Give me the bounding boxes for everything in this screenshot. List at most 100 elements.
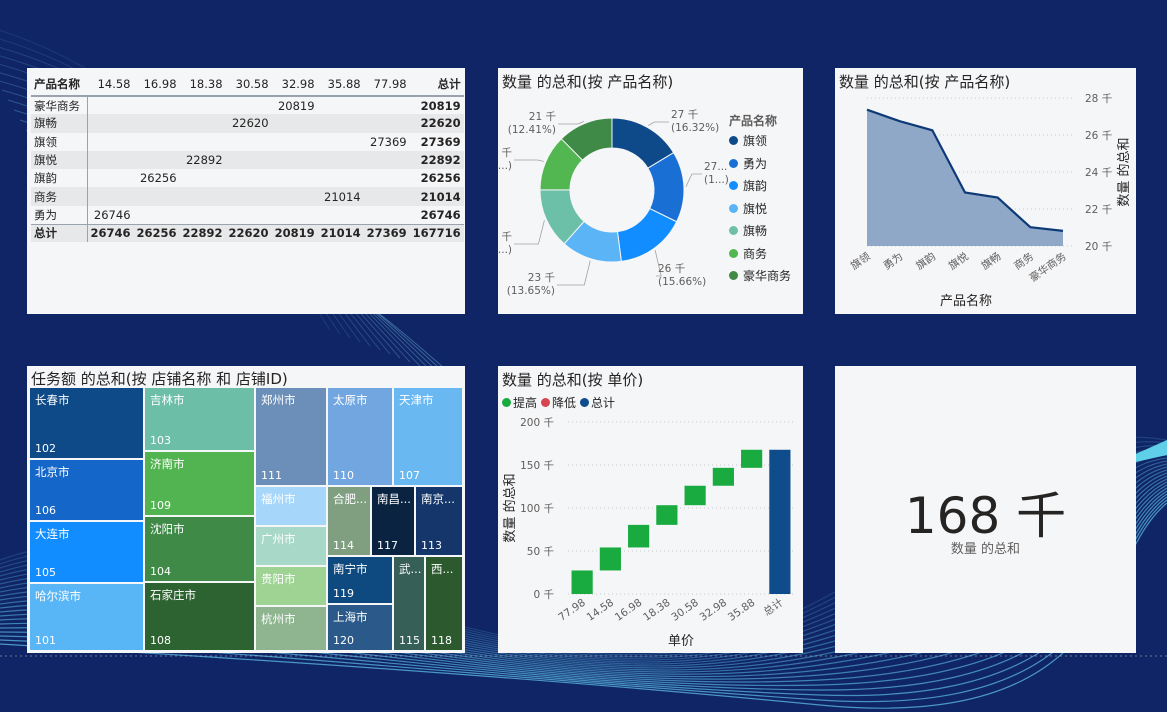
legend-label: 降低: [552, 396, 577, 410]
donut-legend-item[interactable]: 旗悦: [729, 200, 767, 217]
waterfall-legend-item[interactable]: 提高: [502, 396, 537, 410]
waterfall-chart-title: 数量 的总和(按 单价): [502, 371, 644, 389]
treemap-cell[interactable]: 天津市 107: [393, 387, 463, 486]
matrix-cell: 26746: [93, 207, 131, 222]
x-tick-label: 18.38: [641, 597, 673, 624]
matrix-row-header[interactable]: 商务: [31, 187, 88, 206]
matrix-cell: [180, 206, 226, 224]
treemap-cell[interactable]: 长春市 102: [29, 387, 144, 459]
treemap-cell-name: 吉林市: [150, 393, 185, 407]
x-tick-label: 商务: [1011, 250, 1036, 273]
donut-chart-card: 数量 的总和(按 产品名称) 27 千 (16.32%) 27... (1...) 26…: [498, 68, 803, 314]
matrix-col-header[interactable]: 32.98: [271, 72, 318, 97]
x-tick-label: 旗领: [848, 250, 873, 273]
treemap-cell[interactable]: 济南市 109: [144, 451, 255, 516]
matrix-row-header[interactable]: 旗领: [31, 132, 88, 151]
matrix-cell: [87, 187, 134, 206]
donut-leader-line: [648, 121, 669, 126]
waterfall-legend-item[interactable]: 降低: [541, 396, 576, 410]
treemap-cell-name: 福州市: [261, 492, 296, 506]
treemap-cell[interactable]: 武... 115: [393, 556, 425, 651]
treemap-cell-name: 长春市: [35, 393, 70, 407]
treemap-cell-name: 西...: [431, 562, 454, 576]
matrix-row-header[interactable]: 旗畅: [31, 114, 88, 133]
donut-legend-item[interactable]: 旗领: [729, 132, 767, 149]
donut-leader-line: [514, 220, 545, 245]
matrix-row-header[interactable]: 旗悦: [31, 150, 88, 170]
treemap-cell[interactable]: 南昌... 117: [371, 486, 415, 556]
matrix-col-header[interactable]: 30.58: [225, 72, 272, 97]
donut-label: 27...: [704, 161, 727, 173]
y-tick-label: 200 千: [520, 417, 554, 429]
treemap-cell[interactable]: 太原市 110: [327, 387, 393, 486]
matrix-col-header[interactable]: 77.98: [363, 72, 410, 97]
treemap-title: 任务额 的总和(按 店铺名称 和 店铺ID): [31, 370, 288, 388]
legend-dot-icon: [729, 226, 738, 235]
waterfall-chart-card: 数量 的总和(按 单价) 提高 降低 总计 0 千 50 千 100 千 150 千 200…: [498, 366, 803, 653]
treemap-cell[interactable]: 南宁市 119: [327, 556, 393, 604]
matrix-row-total: 20819: [420, 98, 461, 113]
treemap-cell[interactable]: 吉林市 103: [144, 387, 255, 451]
treemap-cell[interactable]: 广州市: [255, 526, 327, 566]
x-tick-label: 35.88: [726, 597, 758, 624]
x-tick-label: 豪华商务: [1027, 250, 1069, 285]
donut-legend-item[interactable]: 旗韵: [729, 177, 767, 194]
matrix-cell: [180, 133, 226, 151]
legend-dot-icon: [541, 398, 551, 407]
matrix-col-header[interactable]: 35.88: [317, 72, 364, 97]
matrix-row: 豪华商务 20819 20819: [31, 96, 464, 115]
treemap-cell-name: 贵阳市: [261, 572, 296, 586]
matrix-row-header[interactable]: 豪华商务: [31, 96, 88, 115]
treemap-cell[interactable]: 福州市: [255, 486, 327, 526]
matrix-row-header[interactable]: 勇为: [31, 205, 88, 225]
matrix-cell: [133, 187, 180, 206]
matrix-cell: 27369: [363, 223, 410, 243]
area-line: [866, 108, 1064, 232]
donut-label-pct: (13.65%): [507, 285, 555, 297]
waterfall-legend-item[interactable]: 总计: [580, 396, 615, 410]
treemap-cell-name: 杭州市: [261, 612, 296, 626]
matrix-total-header[interactable]: 总计: [409, 72, 464, 97]
matrix-cell: [225, 150, 272, 170]
treemap-cell[interactable]: 合肥... 114: [327, 486, 371, 556]
x-tick-label: 77.98: [556, 597, 588, 624]
matrix-row-header[interactable]: 总计: [31, 223, 88, 243]
treemap-cell-value: 104: [150, 565, 171, 578]
treemap-cell[interactable]: 郑州市 111: [255, 387, 327, 486]
treemap-cell-name: 大连市: [35, 527, 70, 541]
treemap-cell[interactable]: 贵阳市: [255, 566, 327, 606]
area-fill: [867, 109, 1063, 247]
legend-label: 总计: [591, 396, 616, 410]
donut-legend-item[interactable]: 豪华商务: [729, 267, 791, 284]
matrix-cell: 22620: [225, 114, 272, 133]
matrix-col-header[interactable]: 18.38: [179, 72, 226, 97]
matrix-row-header[interactable]: 旗韵: [31, 169, 88, 188]
donut-legend-item[interactable]: 商务: [729, 245, 767, 262]
matrix-col-header[interactable]: 16.98: [133, 72, 180, 97]
donut-legend-item[interactable]: 旗畅: [729, 222, 767, 239]
treemap-cell[interactable]: 南京... 113: [415, 486, 463, 556]
treemap-cell[interactable]: 北京市 106: [29, 459, 144, 521]
treemap-cell[interactable]: 西... 118: [425, 556, 463, 651]
treemap-cell[interactable]: 沈阳市 104: [144, 516, 255, 582]
matrix-cell: [364, 169, 410, 187]
donut-legend-item[interactable]: 勇为: [729, 155, 767, 172]
y-tick-label: 26 千: [1085, 130, 1112, 142]
y-tick-label: 50 千: [527, 546, 554, 558]
donut-leader-line: [558, 121, 585, 125]
treemap-cell[interactable]: 杭州市: [255, 606, 327, 651]
matrix-row-total: 27369: [420, 134, 461, 149]
treemap-cell-name: 郑州市: [261, 393, 296, 407]
treemap-cell-name: 石家庄市: [150, 588, 196, 602]
treemap-cell[interactable]: 石家庄市 108: [144, 582, 255, 651]
treemap-cell[interactable]: 哈尔滨市 101: [29, 583, 144, 651]
matrix-col-header[interactable]: 14.58: [87, 72, 134, 97]
donut-leader-line: [685, 173, 702, 187]
treemap-cell[interactable]: 大连市 105: [29, 521, 144, 583]
treemap-cell-name: 天津市: [399, 393, 434, 407]
matrix-cell: [87, 133, 134, 151]
legend-label: 商务: [743, 246, 768, 261]
donut-label: 21 千: [498, 147, 512, 159]
treemap-cell[interactable]: 上海市 120: [327, 604, 393, 651]
matrix-cell: [317, 114, 364, 133]
